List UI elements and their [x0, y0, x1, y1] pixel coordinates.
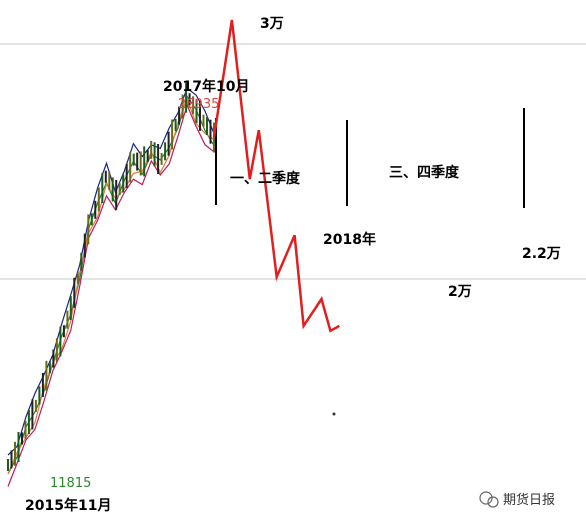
label-high-value: 26935 — [178, 97, 219, 112]
marker-dot — [332, 412, 336, 416]
candle-bars — [7, 82, 215, 471]
label-period2: 三、四季度 — [389, 164, 460, 181]
label-peak: 3万 — [260, 16, 284, 32]
watermark-text: 期货日报 — [503, 492, 555, 508]
forecast-line — [212, 19, 340, 333]
label-start-date: 2015年11月 — [25, 497, 111, 514]
wechat-icon-inner — [487, 496, 499, 508]
watermark: 期货日报 — [479, 491, 555, 508]
history-line-3 — [7, 103, 215, 487]
label-end-value: 2.2万 — [522, 246, 561, 262]
historical-price-series — [7, 87, 215, 487]
wechat-icon — [479, 491, 493, 505]
label-period1: 一、二季度 — [230, 170, 301, 187]
label-low2: 2万 — [448, 284, 472, 300]
label-low-value: 11815 — [50, 476, 91, 491]
label-high-date: 2017年10月 — [163, 78, 249, 95]
label-2018: 2018年 — [323, 231, 376, 248]
